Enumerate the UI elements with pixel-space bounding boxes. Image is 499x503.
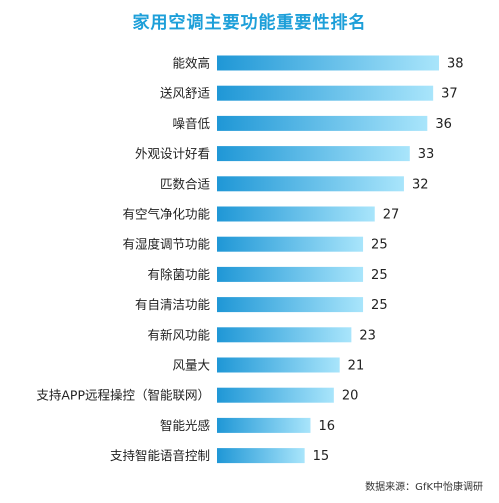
bar <box>217 236 364 252</box>
value-label: 25 <box>371 268 388 283</box>
category-label: 支持APP远程操控（智能联网） <box>36 388 210 403</box>
category-label: 有湿度调节功能 <box>122 237 210 252</box>
bar <box>217 417 311 433</box>
bar <box>217 297 364 313</box>
category-label: 风量大 <box>172 358 210 373</box>
value-label: 20 <box>342 389 359 404</box>
value-label: 36 <box>435 117 452 132</box>
bar <box>217 266 364 282</box>
value-label: 27 <box>383 208 400 223</box>
value-label: 37 <box>441 87 458 102</box>
value-label: 38 <box>447 57 464 72</box>
value-label: 33 <box>418 147 435 162</box>
value-label: 25 <box>371 298 388 313</box>
bar <box>217 146 410 162</box>
category-label: 有新风功能 <box>147 327 210 342</box>
category-label: 噪音低 <box>172 116 210 131</box>
category-label: 有空气净化功能 <box>122 207 210 222</box>
bar <box>217 327 352 343</box>
value-label: 23 <box>359 328 376 343</box>
chart-title: 家用空调主要功能重要性排名 <box>132 13 367 33</box>
bar <box>217 206 375 222</box>
bar <box>217 176 404 192</box>
category-label: 有自清洁功能 <box>135 297 211 312</box>
value-label: 25 <box>371 238 388 253</box>
bars-layer: 能效高 38 送风舒适 37 噪音低 36 外观设计好看 33 匹数合适 32 有空气净化功能 27 有… <box>36 55 464 464</box>
data-source-note: 数据来源：GfK中怡康调研 <box>365 482 483 493</box>
bar <box>217 387 334 403</box>
category-label: 能效高 <box>172 56 210 71</box>
bar <box>217 448 305 464</box>
category-label: 匹数合适 <box>160 176 210 191</box>
bar <box>217 357 340 373</box>
category-label: 智能光感 <box>160 418 210 433</box>
bar <box>217 85 434 101</box>
bar <box>217 55 439 71</box>
value-label: 16 <box>318 419 335 434</box>
bar <box>217 115 428 131</box>
value-label: 15 <box>313 449 330 464</box>
category-label: 外观设计好看 <box>135 146 210 161</box>
category-label: 送风舒适 <box>160 86 210 101</box>
category-label: 有除菌功能 <box>147 267 210 282</box>
category-label: 支持智能语音控制 <box>110 448 210 463</box>
value-label: 21 <box>348 359 365 374</box>
value-label: 32 <box>412 177 429 192</box>
